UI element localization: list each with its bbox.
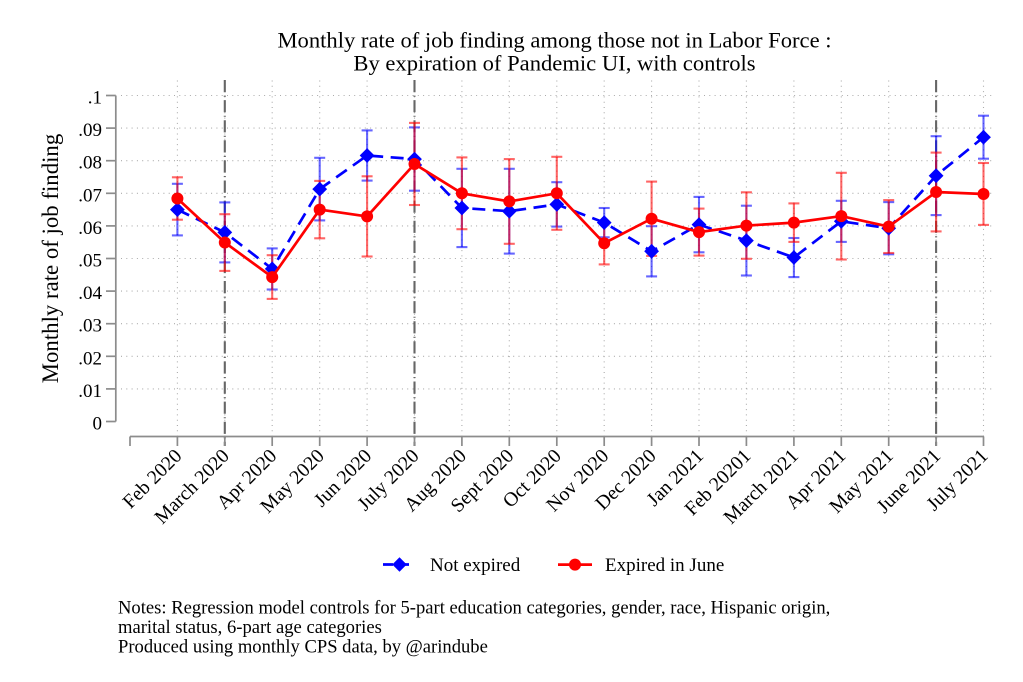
svg-text:.1: .1: [88, 88, 102, 109]
svg-text:.07: .07: [78, 185, 102, 206]
svg-text:.05: .05: [78, 251, 102, 272]
svg-text:Produced using monthly CPS dat: Produced using monthly CPS data, by @ari…: [118, 636, 488, 657]
svg-text:By expiration of Pandemic UI,: By expiration of Pandemic UI, with contr…: [353, 51, 755, 76]
svg-text:.04: .04: [78, 283, 102, 304]
svg-text:Not expired: Not expired: [430, 555, 521, 576]
svg-text:Monthly rate of job finding am: Monthly rate of job finding among those …: [277, 28, 831, 53]
svg-text:0: 0: [93, 414, 103, 435]
svg-text:.02: .02: [78, 348, 102, 369]
svg-text:.06: .06: [78, 218, 102, 239]
svg-text:.01: .01: [78, 381, 102, 402]
svg-text:Notes: Regression model contro: Notes: Regression model controls for 5-p…: [118, 597, 830, 618]
svg-text:marital status, 6-part age cat: marital status, 6-part age categories: [118, 617, 382, 638]
svg-text:.08: .08: [78, 153, 102, 174]
svg-text:Monthly rate of job finding: Monthly rate of job finding: [38, 134, 63, 383]
svg-text:Expired in June: Expired in June: [605, 555, 724, 576]
svg-text:.09: .09: [78, 120, 102, 141]
svg-text:.03: .03: [78, 316, 102, 337]
